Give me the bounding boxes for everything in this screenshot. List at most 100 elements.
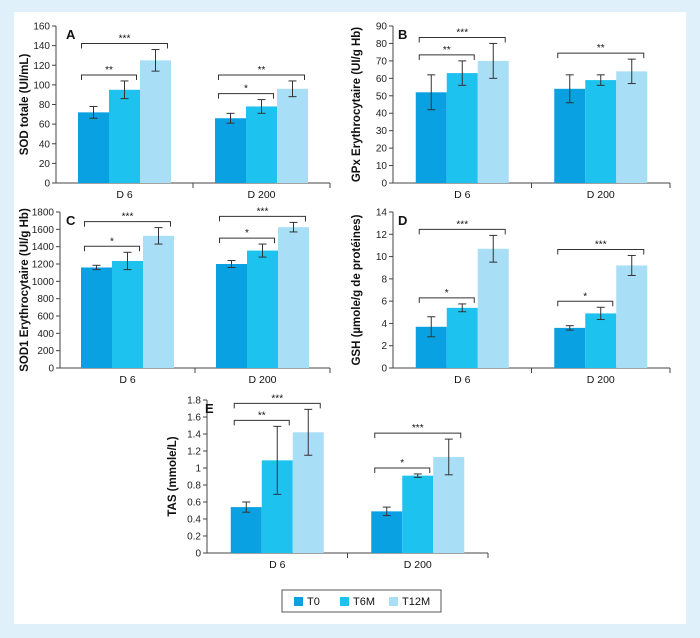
significance-bracket: [218, 74, 305, 80]
y-tick-label: 50: [376, 91, 388, 102]
significance-label: **: [443, 45, 451, 56]
significance-bracket: [418, 297, 475, 303]
legend: T0 T6M T12M: [281, 589, 442, 613]
bar-T12M: [616, 71, 648, 183]
significance-label: ***: [122, 212, 134, 223]
bar-T0: [554, 88, 586, 183]
y-tick-label: 0.8: [187, 481, 201, 492]
y-tick-label: 1: [195, 464, 201, 475]
y-tick-label: 0: [48, 364, 54, 375]
significance-bracket: [218, 93, 274, 99]
bar-T0: [371, 511, 403, 553]
legend-label: T6M: [353, 596, 375, 608]
panel-letter: C: [66, 213, 76, 228]
x-tick-label: D 200: [247, 189, 275, 201]
significance-label: *: [400, 458, 404, 469]
legend-label: T12M: [402, 596, 430, 608]
y-tick-label: 0.4: [187, 515, 201, 526]
significance-bracket: [219, 215, 306, 222]
bar-T12M: [277, 88, 308, 183]
y-tick-label: 160: [33, 22, 50, 33]
panel-A: 0 20 40 60 80 100 120 140 160 SOD totale (UI/mL) A…: [19, 22, 331, 201]
y-tick-label: 2: [381, 341, 387, 352]
bar-T6M: [112, 260, 143, 368]
y-axis-label: GPx Erythrocytaire (UI/g Hb): [351, 27, 363, 182]
y-tick-label: 1.8: [187, 396, 201, 407]
y-tick-label: 60: [39, 120, 51, 131]
significance-bracket: [81, 74, 137, 80]
y-tick-label: 0.2: [187, 532, 201, 543]
y-axis-label: TAS (mmole/L): [167, 436, 179, 516]
y-tick-label: 1000: [32, 277, 55, 288]
y-tick-label: 4: [381, 319, 387, 330]
significance-label: **: [597, 43, 605, 54]
y-tick-label: 0.6: [187, 498, 201, 509]
y-tick-label: 12: [376, 230, 388, 241]
significance-bracket: [84, 245, 140, 252]
y-tick-label: 400: [37, 329, 54, 340]
bar-T6M: [446, 73, 478, 183]
y-tick-label: 80: [376, 39, 388, 50]
y-tick-label: 6: [381, 297, 387, 308]
significance-bracket: [418, 54, 475, 60]
bar-T12M: [477, 60, 509, 184]
panel-E: 0 0.2 0.4 0.6 0.8 1 1.2 1.4 1.6 1.8 TAS (mmole/L) E…: [167, 393, 489, 571]
significance-bracket: [219, 237, 275, 244]
panel-D: 0 2 4 6 8 10 12 14 GSH (µmole/g de protéines) D D …: [351, 208, 671, 386]
bar-T6M: [247, 250, 278, 368]
y-tick-label: 1.6: [187, 413, 201, 424]
panel-letter: A: [66, 27, 76, 42]
legend-box: [281, 589, 442, 613]
y-tick-label: 90: [376, 22, 388, 33]
y-tick-label: 200: [37, 346, 54, 357]
significance-label: ***: [595, 239, 607, 250]
significance-bracket: [557, 248, 645, 255]
y-tick-label: 1.2: [187, 447, 201, 458]
y-tick-label: 0: [381, 364, 387, 375]
significance-label: *: [245, 228, 249, 239]
panel-letter: B: [398, 27, 407, 42]
bar-T0: [78, 112, 109, 183]
significance-label: ***: [257, 206, 269, 217]
bar-T12M: [477, 248, 509, 368]
significance-label: **: [105, 65, 113, 76]
y-tick-label: 0: [381, 179, 387, 190]
bar-T12M: [140, 60, 171, 183]
significance-label: **: [258, 410, 266, 421]
x-tick-label: D 6: [454, 374, 471, 386]
y-tick-label: 80: [39, 100, 51, 111]
x-tick-label: D 200: [587, 374, 615, 386]
y-tick-label: 1400: [32, 242, 55, 253]
significance-bracket: [418, 228, 506, 235]
legend-swatch-T6M: [340, 597, 349, 606]
panel-letter: E: [205, 401, 214, 416]
y-tick-label: 120: [33, 61, 50, 72]
bar-T6M: [585, 80, 617, 183]
significance-label: ***: [456, 27, 468, 38]
y-tick-label: 1800: [32, 208, 55, 219]
y-tick-label: 600: [37, 312, 54, 323]
y-axis-label: GSH (µmole/g de protéines): [351, 214, 363, 365]
y-tick-label: 100: [33, 80, 50, 91]
y-tick-label: 30: [376, 126, 388, 137]
significance-bracket: [418, 36, 506, 43]
legend-label: T0: [307, 596, 320, 608]
significance-label: ***: [271, 393, 283, 404]
significance-label: *: [445, 288, 449, 299]
bar-T6M: [585, 313, 617, 368]
x-tick-label: D 6: [119, 374, 136, 386]
y-axis-label: SOD totale (UI/mL): [19, 54, 31, 156]
y-tick-label: 70: [376, 56, 388, 67]
x-tick-label: D 6: [454, 189, 471, 201]
significance-bracket: [557, 52, 645, 59]
legend-swatch-T12M: [389, 597, 398, 606]
significance-label: *: [583, 291, 587, 302]
significance-label: ***: [412, 423, 424, 434]
significance-label: **: [258, 65, 266, 76]
y-tick-label: 0: [44, 179, 50, 190]
legend-swatch-T0: [294, 597, 303, 606]
y-tick-label: 10: [376, 161, 388, 172]
y-axis-label: SOD1 Erythrocytaire (UI/g Hb): [19, 208, 31, 372]
